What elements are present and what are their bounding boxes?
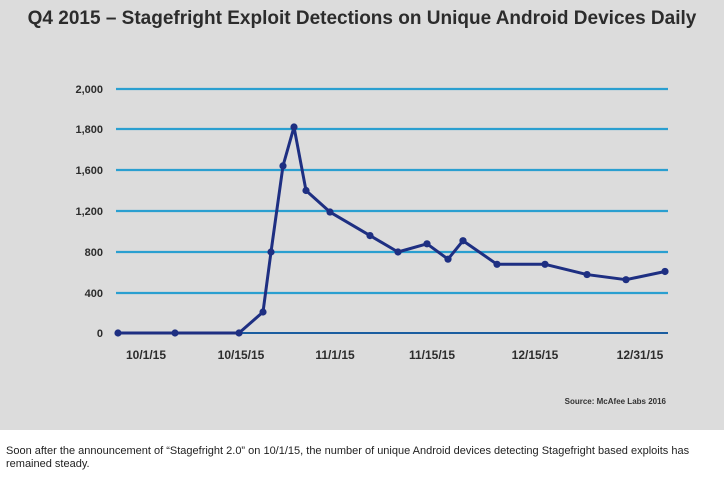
data-point xyxy=(459,237,467,245)
data-point xyxy=(267,248,275,256)
data-point xyxy=(114,329,122,337)
y-tick-label: 1,200 xyxy=(75,206,103,218)
data-point xyxy=(171,329,179,337)
line-chart: 0 400 800 1,200 1,600 1,800 2,000 10/1/15 10/15… xyxy=(75,84,669,362)
data-point xyxy=(444,255,452,263)
data-point xyxy=(583,270,591,279)
data-point xyxy=(622,276,630,284)
y-tick-label: 1,800 xyxy=(75,124,103,136)
x-tick-label: 12/15/15 xyxy=(512,348,559,362)
data-point xyxy=(423,240,431,248)
caption-text: Soon after the announcement of “Stagefri… xyxy=(6,445,690,470)
data-point xyxy=(541,260,549,268)
data-point xyxy=(259,308,267,316)
x-tick-label: 11/1/15 xyxy=(315,348,355,362)
y-tick-label: 2,000 xyxy=(75,84,103,96)
series-line xyxy=(116,125,667,335)
y-tick-label: 800 xyxy=(85,247,103,259)
data-point xyxy=(326,208,334,216)
gridlines xyxy=(116,87,668,334)
y-axis-tick-labels: 0 400 800 1,200 1,600 1,800 2,000 xyxy=(75,84,103,340)
data-point xyxy=(290,123,298,131)
data-point xyxy=(366,232,374,240)
series-layer xyxy=(114,123,669,337)
source-note: Source: McAfee Labs 2016 xyxy=(564,397,666,406)
data-point xyxy=(493,260,501,268)
x-axis-tick-labels: 10/1/15 10/15/15 11/1/15 11/15/15 12/15/15 12… xyxy=(126,348,664,362)
y-tick-label: 0 xyxy=(97,328,103,340)
y-tick-label: 1,600 xyxy=(75,165,103,177)
data-point xyxy=(235,329,243,337)
x-tick-label: 11/15/15 xyxy=(409,348,455,362)
chart-title: Q4 2015 – Stagefright Exploit Detections… xyxy=(27,8,697,29)
y-tick-label: 400 xyxy=(85,288,103,300)
x-tick-label: 10/1/15 xyxy=(126,348,166,362)
data-point xyxy=(394,248,402,256)
data-point xyxy=(302,186,310,195)
data-point xyxy=(661,267,669,276)
x-tick-label: 10/15/15 xyxy=(218,348,265,362)
data-point xyxy=(279,162,287,170)
x-tick-label: 12/31/15 xyxy=(617,348,664,362)
chart-panel xyxy=(0,0,724,430)
